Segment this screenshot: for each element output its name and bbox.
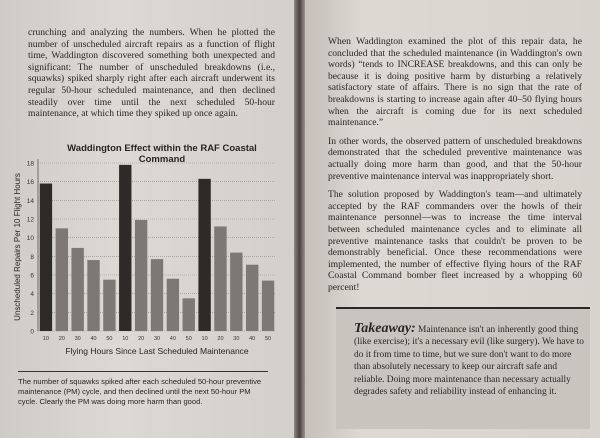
x-axis-title: Flying Hours Since Last Scheduled Mainte… (65, 346, 249, 356)
x-tick-label: 20 (59, 336, 65, 342)
x-tick-label: 50 (265, 336, 271, 342)
y-tick-label: 16 (27, 179, 35, 186)
x-tick-label: 40 (90, 336, 96, 342)
takeaway-text: Takeaway: Maintenance isn't an inherentl… (354, 321, 584, 398)
y-tick-label: 14 (27, 198, 35, 205)
x-tick-label: 20 (217, 336, 223, 342)
y-tick-label: 10 (27, 235, 35, 242)
bar (55, 228, 68, 331)
bar (71, 247, 84, 331)
y-tick-label: 6 (30, 273, 34, 280)
x-tick-label: 50 (186, 336, 192, 342)
takeaway-box: Takeaway: Maintenance isn't an inherentl… (336, 307, 590, 429)
paragraph: The solution proposed by Waddington's te… (328, 189, 582, 293)
bar (39, 183, 53, 331)
y-tick-label: 2 (30, 310, 34, 317)
paragraph: In other words, the observed pattern of … (328, 135, 582, 182)
bar (150, 259, 164, 331)
bar (134, 219, 148, 331)
x-tick-label: 40 (249, 336, 255, 342)
x-tick-label: 30 (75, 336, 81, 342)
bar-chart: 0 2 4 6 8 10 12 14 16 18 10 20 30 40 50 10 20 30 40 50 10 20 3… (13, 159, 276, 356)
x-tick-label: 50 (106, 336, 112, 342)
x-tick-label: 10 (122, 336, 128, 342)
y-tick-label: 12 (27, 217, 35, 224)
bar (214, 226, 227, 331)
x-tick-label: 20 (138, 336, 144, 342)
y-tick-label: 8 (30, 254, 34, 261)
y-tick-label: 0 (30, 329, 34, 336)
caption-divider (18, 371, 268, 372)
takeaway-body: Maintenance isn't an inherently good thi… (354, 325, 584, 398)
y-tick-label: 4 (30, 291, 34, 298)
bar (103, 279, 116, 331)
right-body-text: When Waddington examined the plot of thi… (328, 36, 582, 300)
bar (182, 298, 195, 331)
left-body-text: crunching and analyzing the numbers. Whe… (28, 27, 275, 127)
bar (198, 178, 211, 331)
paragraph: When Waddington examined the plot of thi… (328, 36, 582, 129)
bar (119, 164, 132, 331)
chart-title: Waddington Effect within the RAF Coastal… (67, 143, 257, 165)
x-tick-label: 10 (43, 336, 49, 342)
bar (246, 264, 259, 331)
book-gutter (294, 0, 305, 438)
x-tick-label: 30 (154, 336, 160, 342)
bar (87, 260, 100, 331)
x-tick-label: 30 (233, 336, 239, 342)
x-tick-label: 10 (202, 336, 208, 342)
bar (261, 280, 275, 331)
bar (230, 252, 243, 331)
y-axis-title: Unscheduled Repairs Per 10 Flight Hours (13, 173, 22, 321)
x-tick-label: 40 (170, 336, 176, 342)
bar (166, 278, 180, 331)
figure-caption: The number of squawks spiked after each … (18, 377, 262, 406)
takeaway-label: Takeaway: (354, 321, 416, 336)
y-tick-label: 18 (27, 161, 35, 168)
paragraph: crunching and analyzing the numbers. Whe… (28, 27, 275, 120)
